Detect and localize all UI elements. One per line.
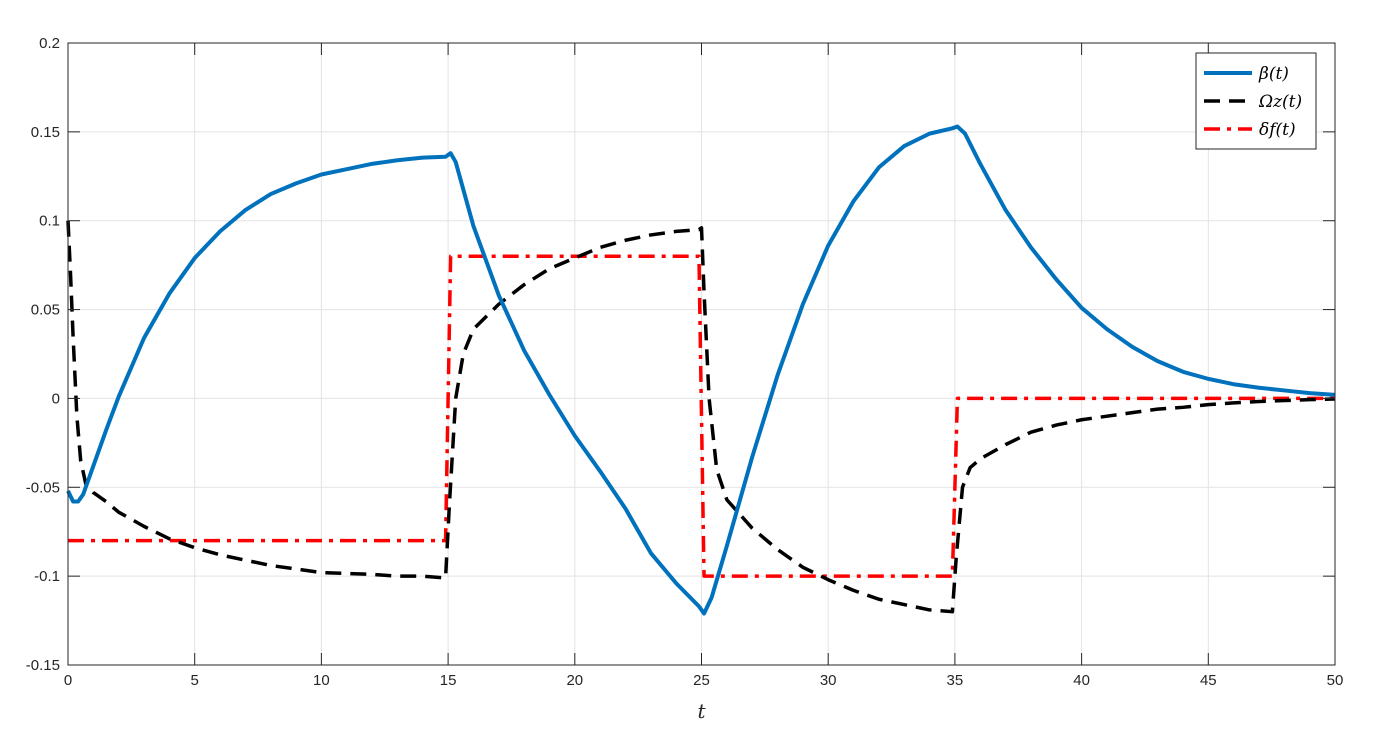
series-layer xyxy=(66,124,1336,616)
x-tick-label: 45 xyxy=(1200,672,1217,689)
y-tick-label: 0.15 xyxy=(31,124,60,141)
y-tick-label: -0.1 xyxy=(34,568,60,585)
y-tick-label: -0.05 xyxy=(26,479,60,496)
x-tick-label: 25 xyxy=(693,672,710,689)
y-tick-label: -0.15 xyxy=(26,657,60,674)
y-tick-label: 0.05 xyxy=(31,302,60,319)
y-tick-label: 0.2 xyxy=(39,35,60,52)
x-tick-label: 30 xyxy=(820,672,837,689)
y-tick-label: 0.1 xyxy=(39,213,60,230)
series-line-1 xyxy=(66,220,1336,614)
x-tick-label: 20 xyxy=(566,672,583,689)
legend: β(t) Ωz(t) δf(t) xyxy=(1195,52,1317,150)
legend-label: β(t) xyxy=(1258,64,1289,84)
series-line-0 xyxy=(66,124,1336,616)
x-axis-label: t xyxy=(697,699,706,723)
x-tick-label: 5 xyxy=(191,672,199,689)
legend-label: δf(t) xyxy=(1259,120,1296,140)
legend-label: Ωz(t) xyxy=(1258,92,1302,112)
axis-ticks: 0 5 10 15 20 25 30 35 40 45 50 -0.15 -0.1 -0.05 0 0.05 0… xyxy=(26,35,1344,689)
x-tick-label: 40 xyxy=(1073,672,1090,689)
x-tick-label: 35 xyxy=(947,672,964,689)
y-tick-label: 0 xyxy=(52,390,60,407)
x-tick-label: 0 xyxy=(64,672,72,689)
x-tick-label: 50 xyxy=(1327,672,1344,689)
x-tick-label: 10 xyxy=(313,672,330,689)
x-tick-label: 15 xyxy=(440,672,457,689)
